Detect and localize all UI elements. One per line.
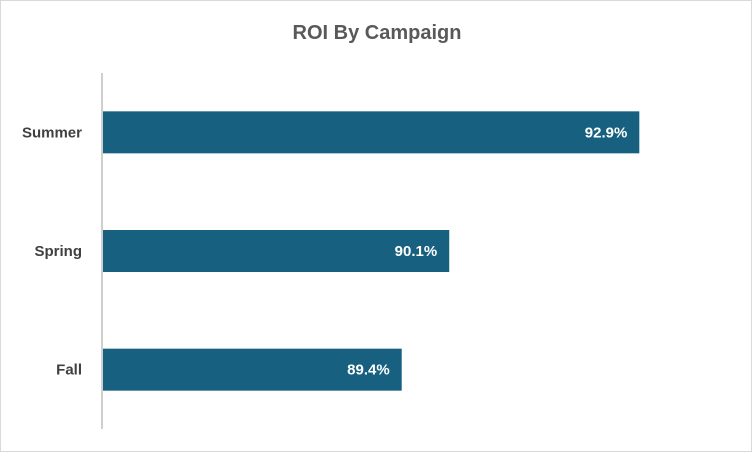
bar-spring [103,230,450,272]
category-label-spring: Spring [35,243,83,260]
bar-summer [103,111,640,154]
bars-group: Summer 92.9% Spring 90.1% Fall 89.4% [22,111,640,391]
bar-fall [103,348,402,391]
category-label-fall: Fall [56,362,82,379]
chart-title: ROI By Campaign [293,22,462,44]
category-label-summer: Summer [22,124,82,141]
data-label-summer: 92.9% [585,124,628,141]
data-label-spring: 90.1% [395,243,438,260]
data-label-fall: 89.4% [347,362,390,379]
